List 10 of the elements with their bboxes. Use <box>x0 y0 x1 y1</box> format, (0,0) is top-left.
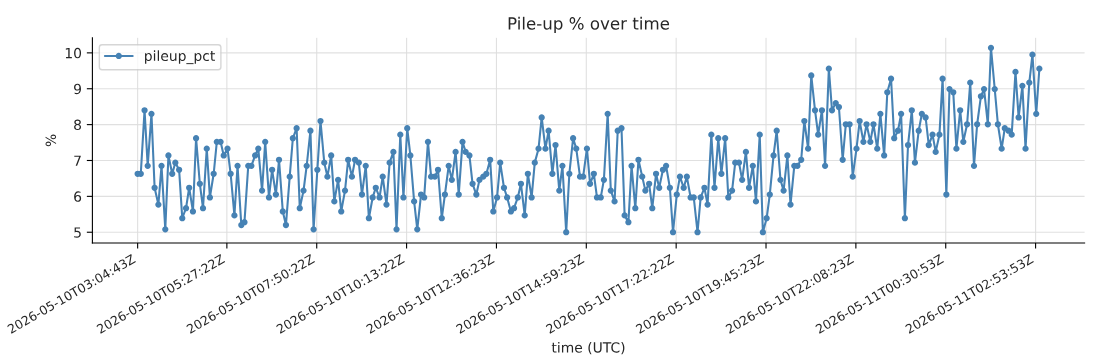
y-axis-title: % <box>45 134 57 147</box>
y-tick-label: 10 <box>65 47 82 59</box>
y-tick-label: 9 <box>74 83 82 95</box>
y-tick-label: 6 <box>74 191 82 202</box>
y-tick-label: 7 <box>74 155 81 166</box>
legend-label: pileup_pct <box>145 50 215 65</box>
y-tick-label: 5 <box>74 227 81 238</box>
chart-title: Pile-up % over time <box>508 16 670 33</box>
y-tick-label: 8 <box>74 119 82 131</box>
x-axis-title: time (UTC) <box>551 341 625 355</box>
